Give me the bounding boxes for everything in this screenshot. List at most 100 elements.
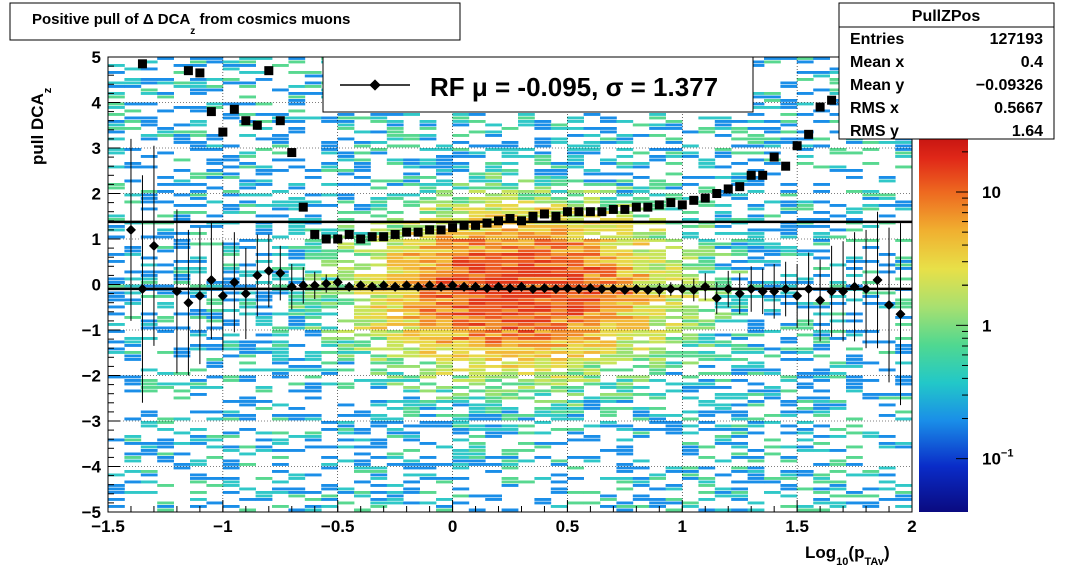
data-point-square bbox=[379, 232, 389, 242]
data-point-diamond bbox=[413, 281, 424, 292]
data-point-diamond bbox=[275, 268, 286, 279]
y-tick-label: −2 bbox=[82, 367, 101, 386]
data-point-diamond bbox=[378, 280, 389, 291]
data-point-square bbox=[459, 220, 469, 230]
data-point-diamond bbox=[171, 286, 182, 297]
y-tick-label: −5 bbox=[82, 503, 101, 522]
data-point-diamond bbox=[332, 277, 343, 288]
stats-label: Mean y bbox=[850, 77, 904, 94]
data-point-diamond bbox=[734, 288, 745, 299]
data-point-diamond bbox=[895, 309, 906, 320]
data-point-square bbox=[735, 182, 745, 192]
y-tick-label: 1 bbox=[92, 230, 101, 249]
data-point-diamond bbox=[447, 280, 458, 291]
data-point-square bbox=[252, 120, 262, 130]
y-tick-label: 5 bbox=[92, 48, 101, 67]
data-point-diamond bbox=[769, 286, 780, 297]
data-point-square bbox=[195, 68, 205, 78]
stats-label: RMS x bbox=[850, 100, 899, 117]
data-point-diamond bbox=[711, 293, 722, 304]
data-point-square bbox=[746, 170, 756, 180]
data-point-diamond bbox=[252, 270, 263, 281]
data-point-square bbox=[413, 227, 423, 237]
data-point-square bbox=[562, 207, 572, 217]
data-point-square bbox=[597, 207, 607, 217]
data-point-diamond bbox=[183, 297, 194, 308]
data-point-square bbox=[551, 211, 561, 221]
data-point-diamond bbox=[286, 281, 297, 292]
data-point-diamond bbox=[780, 284, 791, 295]
data-point-square bbox=[356, 234, 366, 244]
colorbar bbox=[919, 132, 968, 512]
x-tick-label: −1 bbox=[213, 517, 232, 536]
data-point-diamond bbox=[470, 281, 481, 292]
x-tick-label: 1.5 bbox=[785, 517, 809, 536]
data-point-diamond bbox=[746, 284, 757, 295]
data-point-diamond bbox=[355, 280, 366, 291]
data-point-diamond bbox=[527, 284, 538, 295]
data-point-diamond bbox=[803, 284, 814, 295]
data-point-diamond bbox=[596, 284, 607, 295]
x-tick-label: 0.5 bbox=[556, 517, 580, 536]
data-point-square bbox=[620, 204, 630, 214]
data-point-diamond bbox=[723, 284, 734, 295]
y-tick-label: −3 bbox=[82, 412, 101, 431]
data-point-square bbox=[218, 127, 228, 137]
stats-value: 0.5667 bbox=[994, 100, 1043, 117]
data-point-square bbox=[321, 234, 331, 244]
stats-value: 127193 bbox=[990, 31, 1043, 48]
stats-label: Mean x bbox=[850, 54, 904, 71]
stats-box: PullZPos Entries 127193 Mean x 0.4 Mean y −0.… bbox=[838, 2, 1055, 140]
x-axis-label: Log10(pTAv) bbox=[805, 543, 890, 568]
data-point-diamond bbox=[459, 281, 470, 292]
data-point-diamond bbox=[436, 281, 447, 292]
data-point-square bbox=[574, 207, 584, 217]
data-point-square bbox=[539, 209, 549, 219]
data-point-square bbox=[344, 229, 354, 239]
data-point-square bbox=[781, 161, 791, 171]
data-point-diamond bbox=[585, 283, 596, 294]
data-point-diamond bbox=[505, 283, 515, 294]
y-axis-label: pull DCAz bbox=[28, 87, 54, 165]
data-point-square bbox=[654, 200, 664, 210]
x-tick-label: 0 bbox=[448, 517, 457, 536]
data-point-diamond bbox=[631, 284, 642, 295]
data-point-diamond bbox=[516, 281, 527, 292]
data-point-diamond bbox=[390, 281, 401, 292]
data-point-diamond bbox=[137, 284, 148, 295]
data-point-diamond bbox=[642, 284, 653, 295]
data-point-square bbox=[310, 229, 320, 239]
colorbar-ticks: 10 1 10−1 bbox=[956, 151, 1013, 469]
data-point-diamond bbox=[229, 277, 240, 288]
data-point-diamond bbox=[206, 274, 217, 285]
data-point-square bbox=[264, 66, 274, 76]
legend: RF μ = -0.095, σ = 1.377 bbox=[322, 56, 754, 113]
data-point-diamond bbox=[562, 283, 573, 294]
chart-title: Positive pull of Δ DCAz from cosmics muo… bbox=[32, 11, 350, 37]
data-point-diamond bbox=[838, 286, 849, 297]
stats-label: Entries bbox=[850, 31, 904, 48]
data-point-square bbox=[425, 225, 435, 235]
data-point-diamond bbox=[619, 284, 630, 295]
data-point-square bbox=[390, 229, 400, 239]
data-point-square bbox=[677, 200, 687, 210]
data-point-square bbox=[585, 207, 595, 217]
data-point-square bbox=[183, 66, 193, 76]
title-box bbox=[9, 2, 461, 41]
x-tick-label: 2 bbox=[907, 517, 916, 536]
x-tick-label: 1 bbox=[678, 517, 687, 536]
data-point-square bbox=[494, 216, 504, 226]
y-tick-label: 0 bbox=[92, 276, 101, 295]
data-point-diamond bbox=[194, 290, 205, 301]
y-tick-label: −1 bbox=[82, 321, 101, 340]
y-tick-label: 2 bbox=[92, 185, 101, 204]
data-point-square bbox=[631, 202, 641, 212]
data-point-square bbox=[229, 104, 239, 114]
data-point-diamond bbox=[688, 284, 699, 295]
data-point-square bbox=[402, 227, 412, 237]
data-point-square bbox=[608, 204, 618, 214]
data-point-diamond bbox=[125, 224, 136, 235]
data-point-square bbox=[528, 211, 538, 221]
data-point-diamond bbox=[792, 290, 803, 301]
